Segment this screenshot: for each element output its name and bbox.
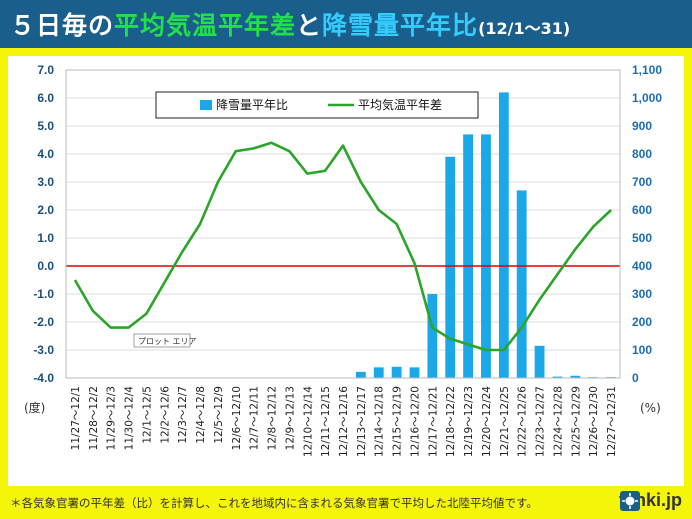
title-part-and: と bbox=[296, 11, 323, 40]
right-axis-tick-label: 400 bbox=[632, 259, 652, 273]
snowfall-bar bbox=[570, 375, 581, 378]
right-axis-tick-label: 300 bbox=[632, 287, 652, 301]
right-axis-tick-label: 500 bbox=[632, 231, 652, 245]
snowfall-bar bbox=[355, 371, 366, 378]
x-axis-category-label: 11/28～12/2 bbox=[88, 386, 100, 450]
snowfall-bar bbox=[534, 345, 545, 378]
tenki-logo: tenki.jp bbox=[619, 490, 682, 511]
title-part-snowfall: 降雪量平年比 bbox=[322, 11, 479, 40]
snowfall-bar bbox=[409, 367, 420, 378]
temperature-line bbox=[73, 141, 612, 352]
left-axis-tick-label: 1.0 bbox=[37, 231, 54, 245]
left-axis-tick-label: -4.0 bbox=[33, 371, 54, 385]
left-axis-tick-label: 4.0 bbox=[37, 147, 54, 161]
x-axis-category-label: 12/9～12/13 bbox=[284, 386, 296, 450]
x-axis-category-label: 12/27～12/31 bbox=[606, 386, 618, 457]
x-axis-category-label: 12/8～12/12 bbox=[267, 386, 279, 450]
snowfall-bar bbox=[498, 92, 509, 379]
left-axis-tick-label: 2.0 bbox=[37, 203, 54, 217]
snowfall-bar bbox=[373, 367, 384, 378]
right-axis-tick-label: 600 bbox=[632, 203, 652, 217]
x-axis-category-label: 12/23～12/27 bbox=[535, 386, 547, 457]
x-axis-category-label: 12/15～12/19 bbox=[392, 386, 404, 457]
plot-border bbox=[65, 69, 621, 379]
x-axis-category-label: 12/7～12/11 bbox=[249, 386, 261, 450]
footnote: ＊各気象官署の平年差（比）を計算し、これを地域内に含まれる気象官署で平均した北陸… bbox=[10, 496, 538, 510]
left-axis-tick-label: 5.0 bbox=[37, 119, 54, 133]
x-axis-category-label: 12/26～12/30 bbox=[588, 386, 600, 457]
x-axis-category-label: 12/2～12/6 bbox=[159, 386, 171, 444]
chart-area: -4.0 -3.0 -2.0 -1.0 0.0 1.0 2.0 3.0 4.0 5.0 6.0 7.0… bbox=[8, 56, 684, 486]
right-axis-unit: (%) bbox=[640, 401, 661, 415]
right-axis-tick-label: 200 bbox=[632, 315, 652, 329]
right-axis-tick-label: 900 bbox=[632, 119, 652, 133]
x-axis-category-label: 12/14～12/18 bbox=[374, 386, 386, 457]
left-axis-unit: (度) bbox=[24, 400, 45, 415]
x-axis-category-label: 12/12～12/16 bbox=[338, 386, 350, 457]
x-axis-category-label: 12/16～12/20 bbox=[409, 386, 421, 457]
x-axis-category-label: 12/24～12/28 bbox=[552, 386, 564, 457]
x-axis-category-label: 12/4～12/8 bbox=[195, 386, 207, 444]
tenki-logo-icon bbox=[619, 491, 640, 511]
x-axis-category-label: 12/21～12/25 bbox=[499, 386, 511, 457]
x-axis-category-label: 12/18～12/22 bbox=[445, 386, 457, 457]
snowfall-bar bbox=[481, 134, 491, 378]
footer: ＊各気象官署の平年差（比）を計算し、これを地域内に含まれる気象官署で平均した北陸… bbox=[0, 487, 692, 519]
snowfall-bar bbox=[516, 190, 527, 378]
right-axis-tick-label: 1,100 bbox=[632, 63, 662, 77]
header-bar: ５日毎の平均気温平年差と降雪量平年比(12/1～31) bbox=[0, 0, 692, 48]
x-axis-category-label: 12/10～12/14 bbox=[302, 386, 314, 457]
x-axis-category-label: 12/6～12/10 bbox=[231, 386, 243, 450]
x-axis-category-label: 12/22～12/26 bbox=[517, 386, 529, 457]
title-part-temperature: 平均気温平年差 bbox=[114, 11, 297, 40]
x-axis-category-label: 11/29～12/3 bbox=[106, 386, 118, 450]
snowfall-bar bbox=[445, 156, 456, 378]
right-axis-tick-label: 0 bbox=[632, 371, 639, 385]
plot-area-tooltip-box bbox=[133, 333, 191, 348]
x-axis-category-label: 11/27～12/1 bbox=[70, 386, 82, 450]
right-axis-tick-label: 1,000 bbox=[632, 91, 662, 105]
x-axis-category-label: 12/3～12/7 bbox=[177, 386, 189, 444]
legend-bar-label: 降雪量平年比 bbox=[216, 98, 288, 112]
left-axis-tick-label: 6.0 bbox=[37, 91, 54, 105]
snowfall-bar bbox=[391, 366, 402, 378]
title-part-days: ５日毎の bbox=[10, 11, 115, 40]
snowfall-bar bbox=[552, 376, 563, 378]
combo-chart: -4.0 -3.0 -2.0 -1.0 0.0 1.0 2.0 3.0 4.0 5.0 6.0 7.0… bbox=[24, 63, 662, 457]
x-axis-category-label: 11/30～12/4 bbox=[124, 386, 136, 451]
legend-bar-swatch bbox=[200, 100, 212, 110]
legend-line-label: 平均気温平年差 bbox=[358, 97, 442, 112]
plot-area-tooltip: プロット エリア bbox=[138, 337, 197, 346]
x-axis-category-label: 12/25～12/29 bbox=[570, 386, 582, 457]
left-axis-tick-label: -1.0 bbox=[33, 287, 54, 301]
x-axis-category-label: 12/5～12/9 bbox=[213, 386, 225, 444]
snowfall-bar bbox=[463, 134, 474, 378]
x-axis-category-label: 12/1～12/5 bbox=[141, 386, 153, 444]
x-axis-category-label: 12/20～12/24 bbox=[481, 386, 493, 457]
right-axis-tick-label: 800 bbox=[632, 147, 652, 161]
right-axis-tick-label: 100 bbox=[632, 343, 652, 357]
snowfall-bar bbox=[427, 294, 438, 378]
chart-title: ５日毎の平均気温平年差と降雪量平年比(12/1～31) bbox=[10, 6, 570, 42]
x-axis-category-label: 12/11～12/15 bbox=[320, 386, 332, 457]
left-axis-tick-label: 0.0 bbox=[37, 259, 54, 273]
x-axis-category-label: 12/13～12/17 bbox=[356, 386, 368, 457]
right-axis-tick-label: 700 bbox=[632, 175, 652, 189]
left-axis-tick-label: 3.0 bbox=[37, 175, 54, 189]
left-axis-tick-label: -3.0 bbox=[33, 343, 54, 357]
title-date-range: (12/1～31) bbox=[478, 19, 571, 38]
left-axis-tick-label: 7.0 bbox=[37, 63, 54, 77]
x-axis-category-label: 12/17～12/21 bbox=[427, 386, 439, 457]
x-axis-category-label: 12/19～12/23 bbox=[463, 386, 475, 457]
left-axis-tick-label: -2.0 bbox=[33, 315, 54, 329]
